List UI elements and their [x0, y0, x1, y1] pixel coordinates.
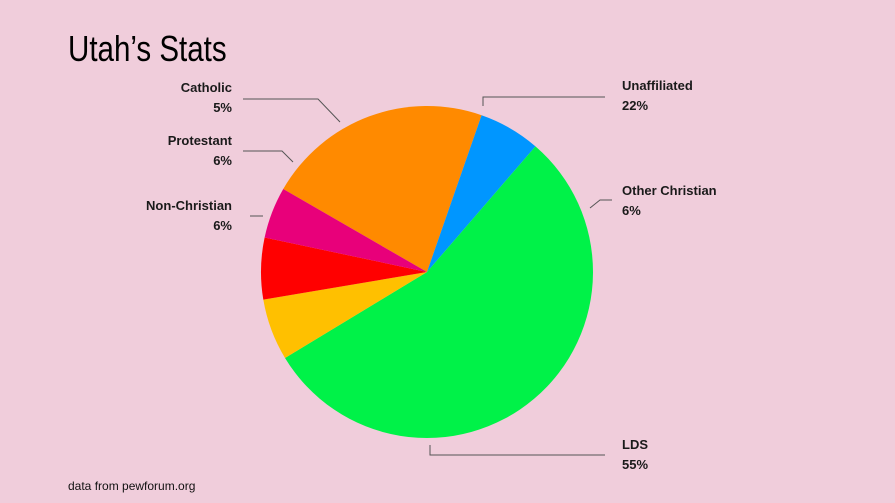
chart-title: Utah’s Stats — [68, 28, 227, 69]
slice-label-non-christian: Non-Christian — [146, 198, 232, 213]
source-note: data from pewforum.org — [68, 479, 196, 493]
leader-line-other-christian — [589, 199, 612, 209]
pie-slice-protestant — [260, 237, 427, 300]
slice-value-protestant: 6% — [213, 153, 232, 168]
slice-value-non-christian: 6% — [213, 218, 232, 233]
leader-line-lds — [429, 445, 605, 456]
pie-slice-catholic — [264, 189, 427, 272]
pie-slice-lds — [285, 146, 594, 439]
slice-label-unaffiliated: Unaffiliated — [622, 78, 693, 93]
pie-slice-other-christian — [427, 115, 536, 272]
slice-label-catholic: Catholic — [181, 80, 232, 95]
leader-line-catholic — [243, 98, 341, 123]
leader-line-unaffiliated — [482, 96, 605, 106]
slice-value-other-christian: 6% — [622, 203, 641, 218]
slice-label-protestant: Protestant — [168, 133, 233, 148]
pie-slice-non-christian — [263, 272, 427, 358]
slice-value-unaffiliated: 22% — [622, 98, 648, 113]
slice-label-lds: LDS — [622, 437, 648, 452]
slice-value-lds: 55% — [622, 457, 648, 472]
slice-label-other-christian: Other Christian — [622, 183, 717, 198]
leader-line-protestant — [243, 150, 294, 163]
slice-value-catholic: 5% — [213, 100, 232, 115]
pie-slice-unaffiliated — [283, 106, 482, 272]
